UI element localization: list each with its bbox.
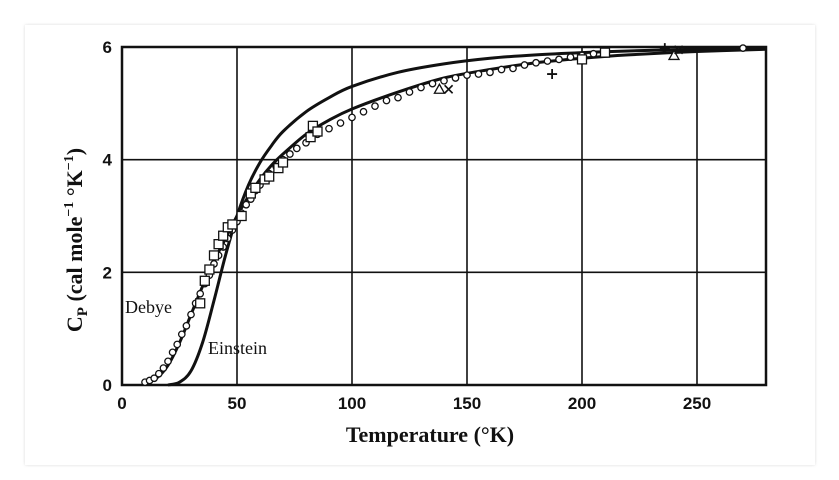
data-point-circle [520,61,529,69]
einstein-curve [167,46,767,387]
data-point-triangle [667,49,681,61]
y-tick-label: 0 [103,376,112,395]
data-point-square [236,210,247,222]
data-point-circle [486,68,494,77]
tick-labels: 0 50 100 150 200 250 0 2 4 6 [103,38,712,413]
data-point-plus [547,69,558,80]
data-markers [141,43,747,387]
data-point-circle [555,55,563,64]
data-point-circle [196,289,205,298]
debye-curve-label: Debye [125,297,172,317]
data-point-circle [532,58,540,67]
data-point-circle [371,102,379,111]
data-point-circle [325,124,333,133]
y-axis-label: CP (cal mole−1 °K−1) [62,148,91,332]
data-point-square [599,47,611,58]
data-point-circle [292,144,301,153]
x-tick-label: 50 [228,394,247,413]
data-point-circle [159,364,168,372]
data-point-square [213,239,224,250]
data-point-circle [359,107,368,116]
data-point-circle [242,200,251,209]
data-point-circle [417,83,425,92]
data-point-circle [474,70,483,78]
data-point-circle [739,44,747,52]
y-tick-label: 6 [103,38,112,57]
data-point-circle [173,340,182,349]
data-point-circle [182,321,191,330]
data-point-circle [428,79,437,88]
data-point-circle [509,64,517,73]
plot-border [120,45,768,387]
data-point-circle [286,150,294,158]
data-point-circle [348,113,356,122]
data-point-circle [177,330,186,339]
x-tick-label: 250 [683,394,711,413]
einstein-curve-label: Einstein [208,338,267,358]
data-point-circle [382,96,391,105]
data-point-square [199,275,210,286]
x-tick-label: 100 [338,394,366,413]
data-point-square [305,131,316,143]
data-point-square [277,157,289,168]
data-point-square [576,54,588,65]
x-axis-label: Temperature (°K) [346,422,514,447]
data-point-x [444,84,454,94]
data-point-circle [497,65,506,74]
data-point-circle [164,357,172,366]
data-point-square [312,126,323,137]
data-point-circle [168,348,177,357]
data-point-triangle [433,82,446,94]
data-point-circle [566,53,575,61]
data-point-circle [154,369,163,378]
data-point-circle [187,310,195,319]
data-point-circle [336,119,345,127]
data-point-circle [405,88,414,96]
data-point-square [227,219,238,230]
x-tick-label: 0 [117,394,126,413]
data-point-square [208,250,220,261]
heat-capacity-chart: 0 50 100 150 200 250 0 2 4 6 Temperature (°K) CP … [62,38,768,447]
data-point-square [204,264,215,275]
data-point-plus [659,43,670,54]
data-point-circle [440,76,448,85]
data-point-square [264,171,275,182]
data-point-x [674,45,684,55]
data-point-circle [589,49,598,58]
y-tick-label: 4 [103,151,113,170]
x-tick-label: 150 [453,394,481,413]
data-point-square [195,298,206,309]
chart-frame: 0 50 100 150 200 250 0 2 4 6 Temperature (°K) CP … [25,25,815,465]
data-point-circle [463,71,471,80]
data-point-circle [150,374,159,383]
data-point-circle [394,93,402,102]
data-point-square [218,230,229,241]
data-point-circle [451,74,460,82]
x-tick-label: 200 [568,394,596,413]
data-point-circle [543,57,552,65]
grid [120,45,768,387]
y-tick-label: 2 [103,263,112,282]
data-point-square [250,182,261,193]
